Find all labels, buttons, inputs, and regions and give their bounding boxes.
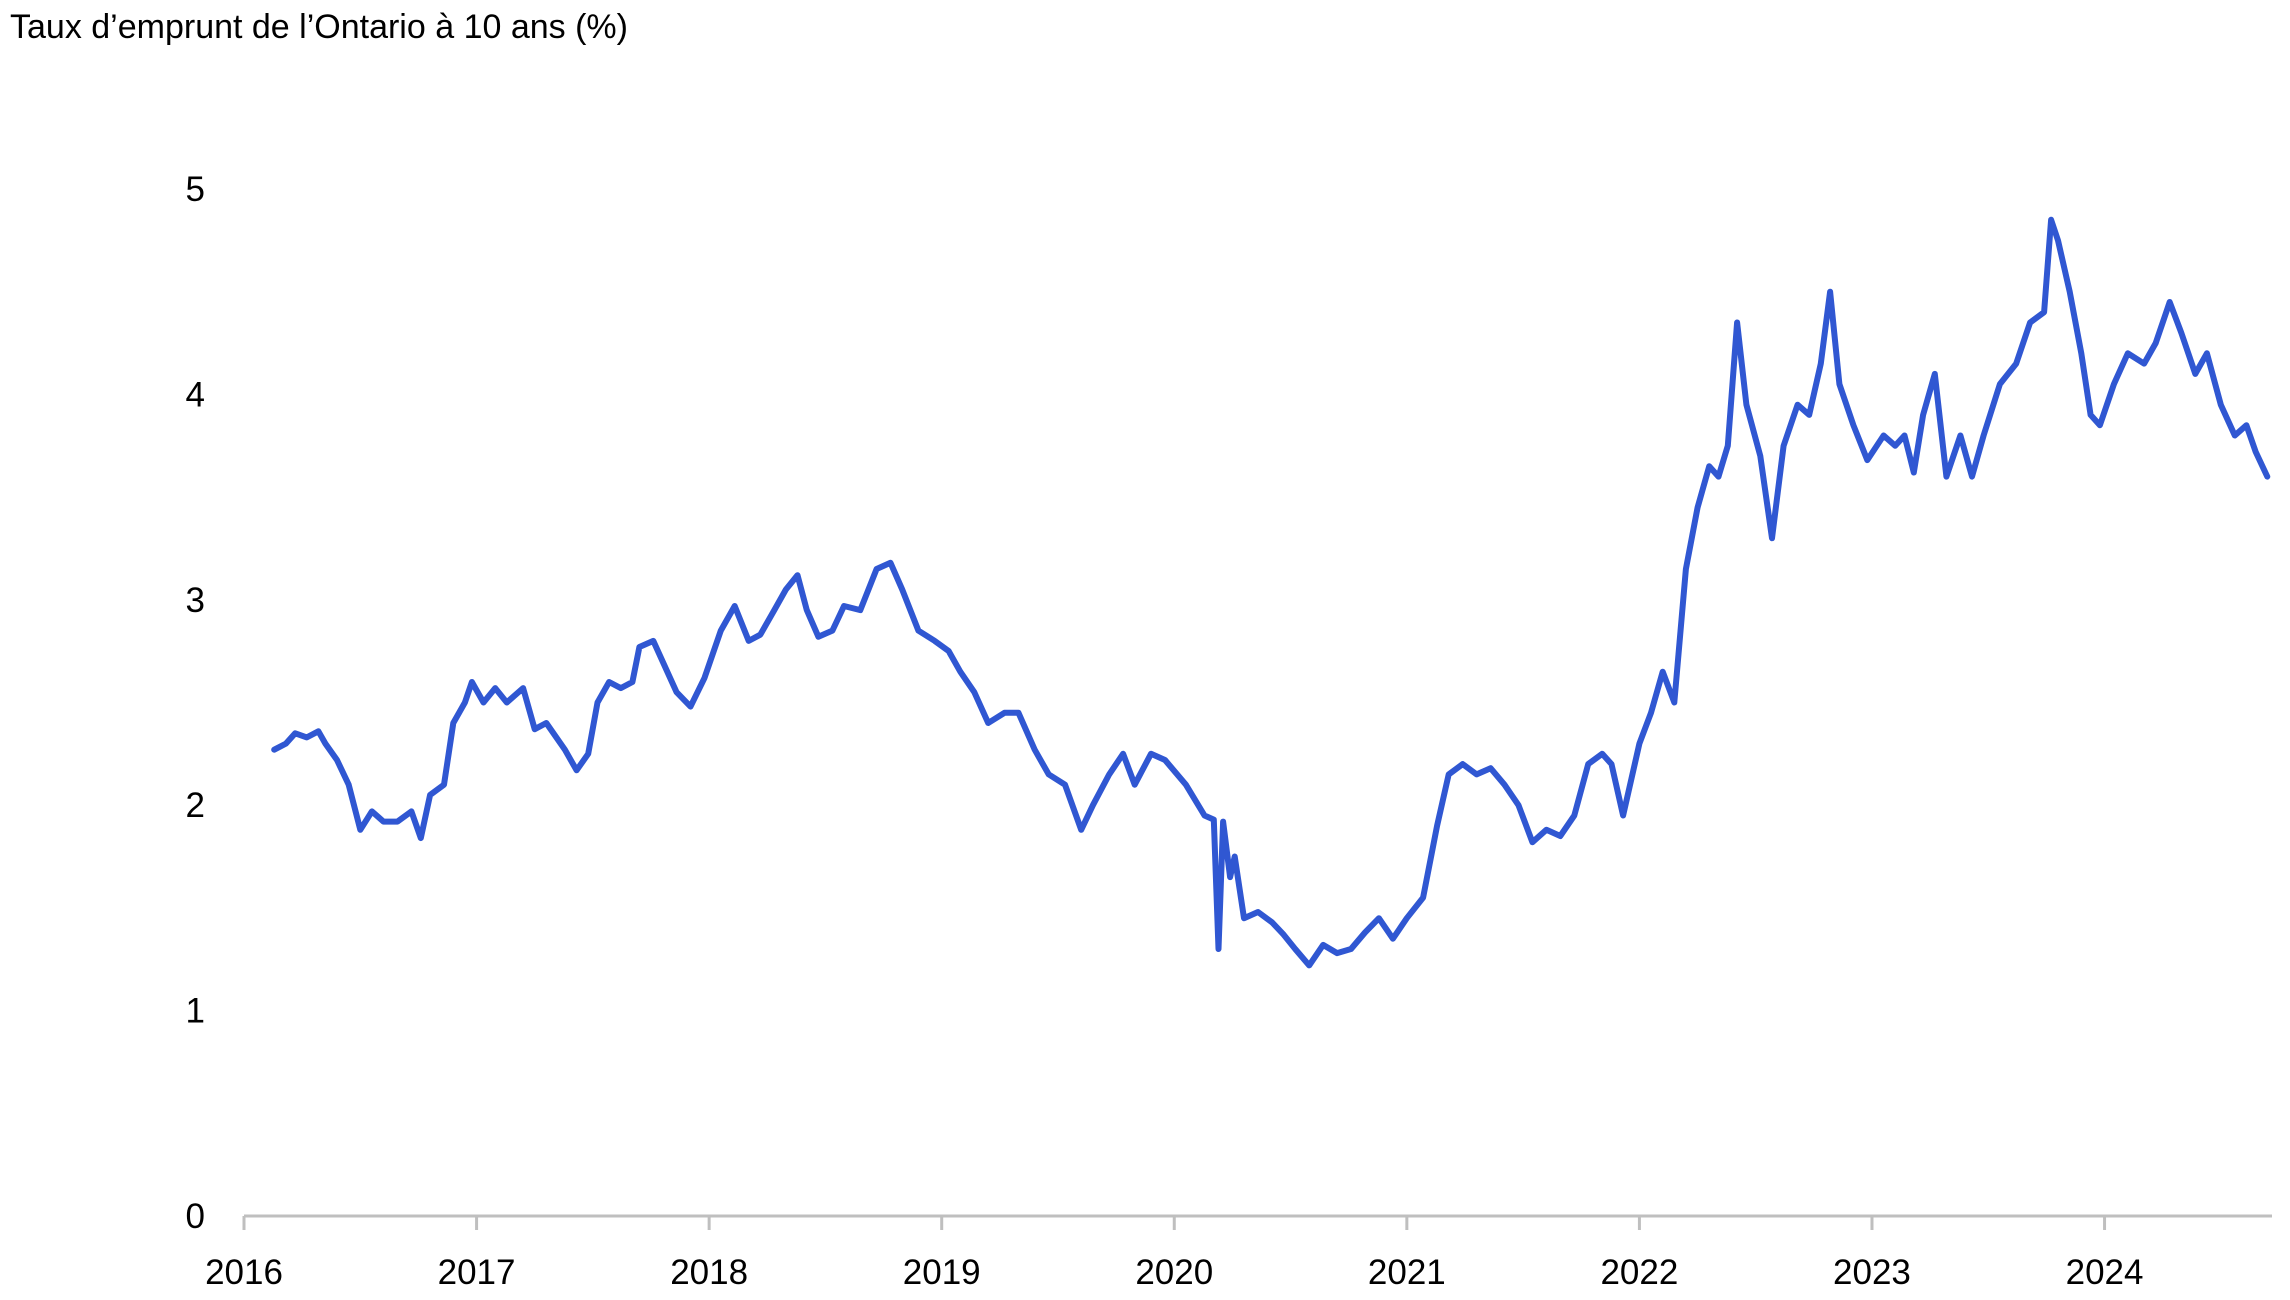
x-tick-label: 2019 xyxy=(903,1253,981,1292)
chart-title: Taux d’emprunt de l’Ontario à 10 ans (%) xyxy=(10,8,628,46)
y-axis-labels: 0 1 2 3 4 5 xyxy=(186,170,205,1236)
y-tick-label: 1 xyxy=(186,992,205,1031)
y-tick-label: 4 xyxy=(186,375,205,414)
series-layer xyxy=(271,216,2271,969)
x-tick-label: 2021 xyxy=(1368,1253,1446,1292)
y-tick-label: 2 xyxy=(186,786,205,825)
series-line xyxy=(271,216,2271,969)
x-tick-label: 2020 xyxy=(1135,1253,1213,1292)
x-tick-label: 2017 xyxy=(438,1253,516,1292)
x-axis-labels: 2016 2017 2018 2019 2020 2021 2022 2023 2024 xyxy=(205,1253,2143,1292)
y-tick-label: 3 xyxy=(186,581,205,620)
y-tick-label: 5 xyxy=(186,170,205,209)
x-tick-label: 2016 xyxy=(205,1253,283,1292)
x-tick-label: 2018 xyxy=(670,1253,748,1292)
x-tick-label: 2022 xyxy=(1600,1253,1678,1292)
y-tick-label: 0 xyxy=(186,1197,205,1236)
x-axis xyxy=(242,1214,2272,1230)
x-tick-label: 2023 xyxy=(1833,1253,1911,1292)
x-tick-label: 2024 xyxy=(2066,1253,2144,1292)
